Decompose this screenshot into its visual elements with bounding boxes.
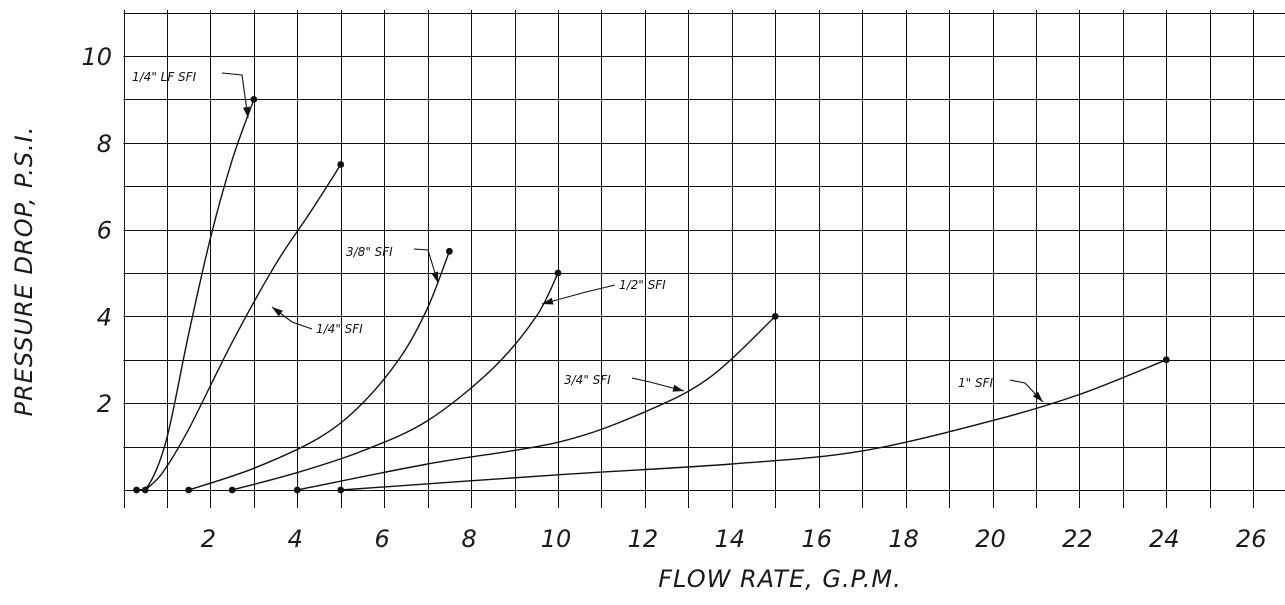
series-start-point [141, 486, 149, 494]
series-3 [185, 247, 453, 494]
series-label-group: 1/4" LF SFI [132, 70, 250, 119]
series-label-group: 1/4" SFI [271, 306, 363, 336]
x-tick-label: 14 [715, 525, 746, 553]
leader-line [221, 72, 249, 119]
y-tick-label: 6 [97, 217, 112, 245]
series-end-point [445, 247, 453, 255]
series-label: 1/4" LF SFI [132, 70, 197, 84]
series-end-point [554, 269, 562, 277]
x-tick-label: 20 [975, 525, 1006, 553]
leader-arrowhead [1032, 391, 1043, 402]
chart-series [133, 96, 1170, 494]
series-start-point [185, 486, 193, 494]
series-2 [141, 161, 345, 494]
series-end-point [250, 96, 258, 103]
x-tick-label: 10 [541, 525, 572, 553]
leader-line [413, 248, 439, 284]
series-4 [228, 269, 562, 494]
series-end-point [771, 313, 779, 320]
y-tick-label: 2 [97, 390, 112, 418]
x-tick-label: 6 [375, 525, 390, 553]
leader-arrowhead [243, 106, 250, 118]
x-tick-label: 22 [1062, 525, 1093, 553]
y-axis-tick-labels: 2 4 6 8 10 [81, 43, 112, 418]
series-label: 3/4" SFI [564, 373, 611, 387]
y-tick-label: 10 [81, 43, 112, 71]
series-1 [133, 96, 258, 494]
series-start-point [337, 486, 345, 494]
series-labels: 1/4" LF SFI 1/4" SFI 3/8" SFI 1/2" SFI 3/4" … [132, 70, 1044, 403]
series-label: 3/8" SFI [346, 245, 393, 259]
series-end-point [337, 161, 345, 168]
leader-arrowhead [672, 384, 684, 392]
series-start-point [228, 486, 236, 494]
leader-arrowhead [431, 271, 439, 283]
series-5 [293, 313, 779, 494]
y-axis-title: PRESSURE DROP, P.S.I. [10, 126, 38, 417]
leader-line [541, 284, 616, 305]
x-tick-label: 26 [1236, 525, 1267, 553]
series-label-group: 3/4" SFI [564, 373, 685, 392]
x-tick-label: 18 [888, 525, 919, 553]
x-tick-label: 16 [801, 525, 832, 553]
y-tick-label: 8 [97, 130, 112, 158]
series-label: 1/2" SFI [619, 278, 666, 292]
leader-line [631, 377, 685, 392]
series-line [296, 315, 776, 491]
series-label-group: 1/2" SFI [541, 278, 666, 305]
leader-arrowhead [542, 297, 554, 305]
series-label: 1/4" SFI [316, 322, 363, 336]
x-tick-label: 4 [288, 525, 303, 553]
y-tick-label: 4 [97, 303, 112, 331]
series-line [340, 359, 1167, 491]
leader-arrowhead [272, 307, 283, 317]
x-tick-label: 2 [201, 525, 216, 553]
series-start-point [133, 486, 140, 494]
series-6 [337, 356, 1170, 494]
series-label: 1" SFI [958, 376, 993, 390]
series-start-point [293, 486, 301, 494]
series-label-group: 1" SFI [958, 376, 1044, 403]
series-line [231, 272, 559, 491]
x-tick-label: 24 [1149, 525, 1180, 553]
series-end-point [1162, 356, 1170, 364]
series-line [144, 163, 342, 491]
chart-grid [123, 10, 1285, 508]
series-line [188, 250, 451, 491]
series-label-group: 3/8" SFI [346, 245, 439, 284]
x-tick-label: 12 [628, 525, 659, 553]
x-tick-label: 8 [461, 525, 476, 553]
x-axis-tick-labels: 2 4 6 8 10 12 14 16 18 20 22 24 26 [201, 525, 1267, 553]
x-axis-title: FLOW RATE, G.P.M. [658, 565, 901, 593]
series-line [135, 98, 255, 491]
